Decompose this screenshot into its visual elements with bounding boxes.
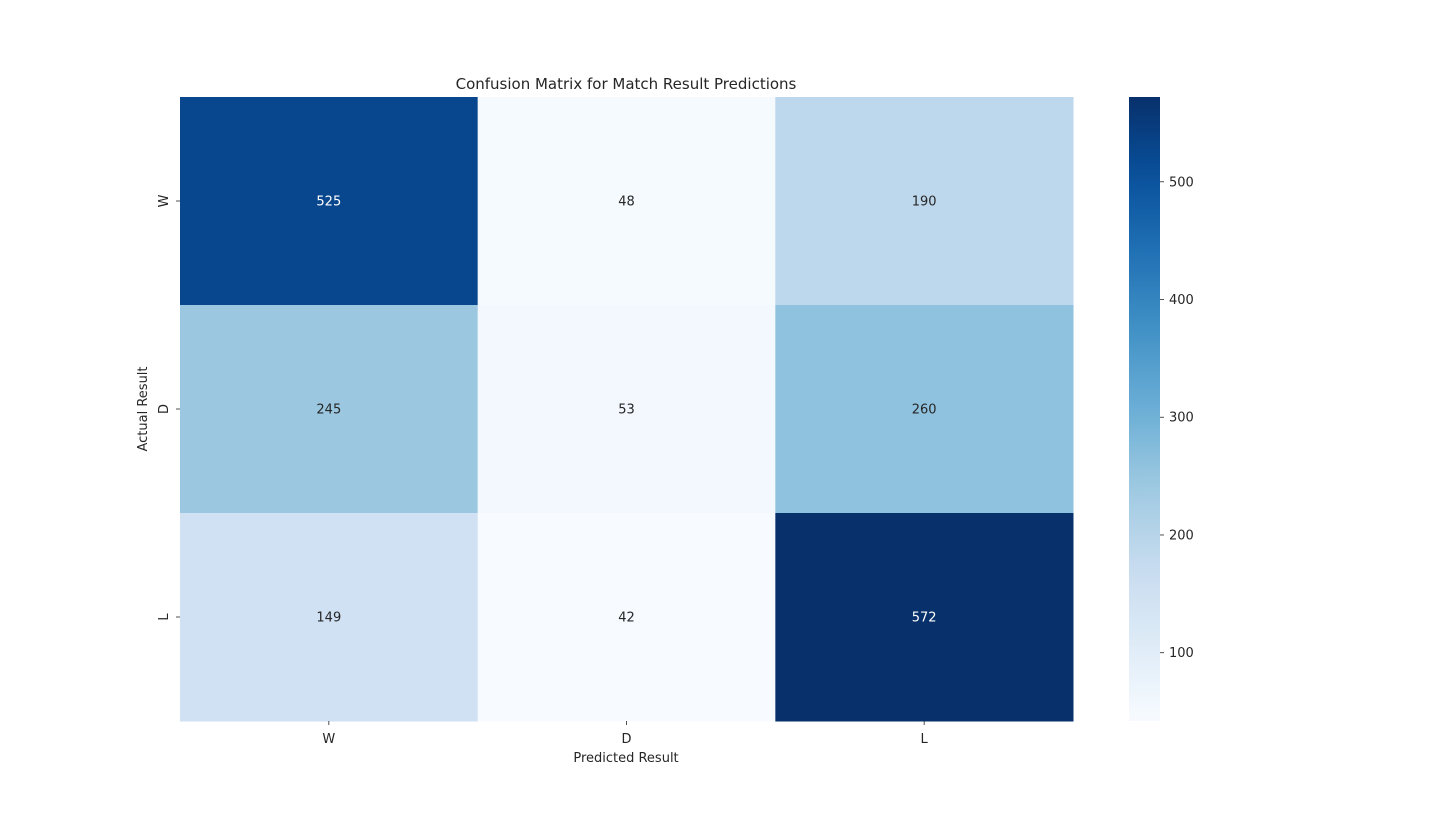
- cell-value-label: 42: [618, 611, 635, 626]
- cell-value-label: 48: [618, 195, 635, 210]
- y-axis-label: Actual Result: [136, 366, 151, 451]
- cell-value-label: 149: [316, 611, 341, 626]
- x-tick-label: W: [322, 732, 335, 747]
- cell-value-label: 260: [912, 403, 937, 418]
- chart-title: Confusion Matrix for Match Result Predic…: [456, 75, 797, 93]
- heatmap-cell-D-L: [775, 305, 1074, 514]
- colorbar-tick-label: 400: [1169, 293, 1194, 308]
- colorbar-tick-label: 100: [1169, 646, 1194, 661]
- x-tick-label: D: [621, 732, 631, 747]
- y-tick-label: D: [157, 404, 172, 414]
- colorbar-tick-label: 300: [1169, 411, 1194, 426]
- cell-value-label: 525: [316, 195, 341, 210]
- colorbar: 100 200 300 400 500: [1129, 97, 1194, 721]
- heatmap-cell-L-W: [180, 513, 479, 722]
- colorbar-gradient: [1129, 97, 1160, 721]
- heatmap-cell-L-L: [775, 513, 1074, 722]
- x-tick-label: L: [921, 732, 929, 747]
- y-tick-label: W: [157, 194, 172, 207]
- cell-value-label: 190: [912, 195, 937, 210]
- cell-value-label: 572: [912, 611, 937, 626]
- y-axis-ticks: W D L: [157, 194, 180, 621]
- heatmap-cell-W-W: [180, 97, 479, 306]
- heatmap-cell-W-D: [477, 97, 776, 306]
- heatmap-cell-D-D: [477, 305, 776, 514]
- cell-value-label: 53: [618, 403, 635, 418]
- cell-value-label: 245: [316, 403, 341, 418]
- heatmap-cell-W-L: [775, 97, 1074, 306]
- colorbar-tick-label: 200: [1169, 528, 1194, 543]
- heatmap-cell-L-D: [477, 513, 776, 722]
- x-axis-label: Predicted Result: [573, 751, 678, 766]
- heatmap-cells: 525 48 190 245 53 260 149 42 572: [180, 97, 1074, 722]
- y-tick-label: L: [157, 613, 172, 621]
- heatmap-cell-D-W: [180, 305, 479, 514]
- colorbar-tick-label: 500: [1169, 175, 1194, 190]
